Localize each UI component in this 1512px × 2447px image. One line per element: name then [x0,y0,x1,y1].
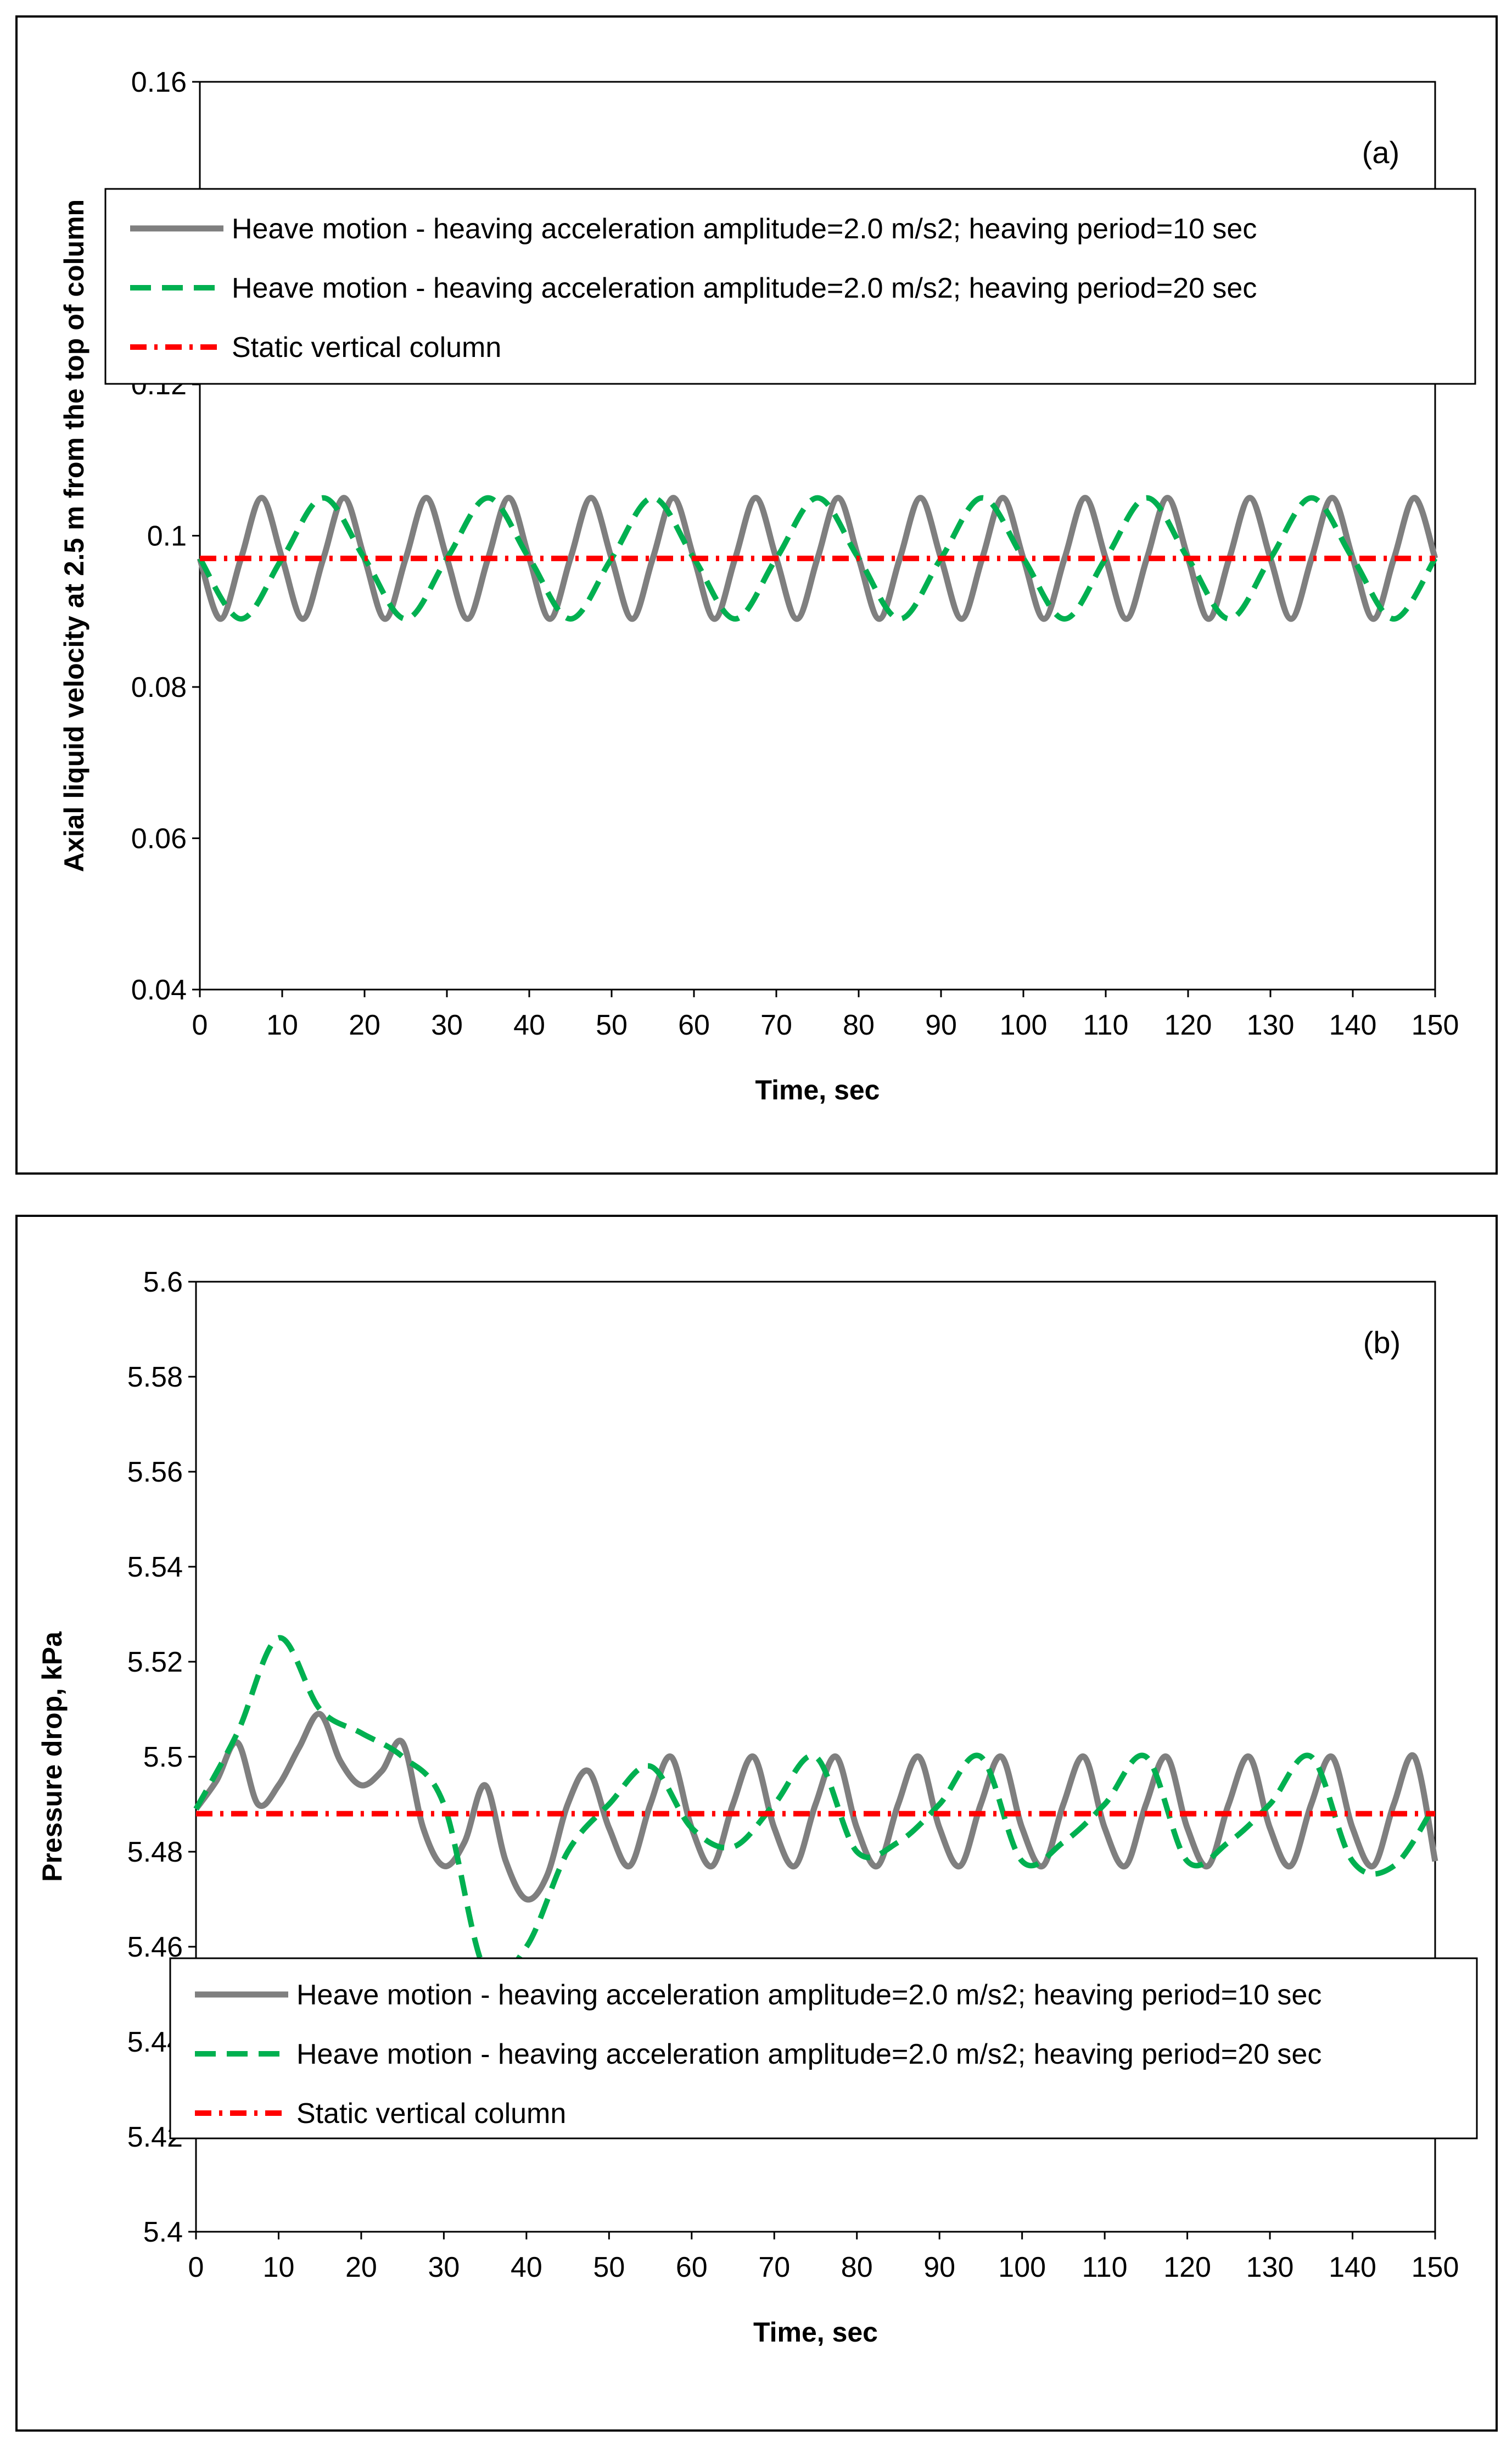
chart-b-y-tick-label: 5.5 [143,1741,183,1773]
chart-a-y-tick-label: 0.06 [131,823,187,855]
chart-a-x-tick-label: 50 [596,1009,628,1041]
chart-b-y-tick-label: 5.6 [143,1266,183,1298]
chart-b-x-tick-label: 90 [923,2252,955,2283]
chart-a-x-tick-label: 90 [925,1009,957,1041]
chart-b-legend-label-3: Static vertical column [296,2098,566,2130]
chart-b-x-tick-label: 30 [428,2252,460,2283]
chart-b-legend-label-2: Heave motion - heaving acceleration ampl… [296,2038,1321,2070]
chart-a-legend-box [104,188,1476,385]
chart-b-x-tick-label: 110 [1082,2252,1128,2283]
chart-b-x-tick-label: 50 [593,2252,625,2283]
chart-b-y-tick-label: 5.48 [127,1836,183,1868]
chart-b-y-axis-title: Pressure drop, kPa [37,1631,68,1882]
chart-b-x-tick-label: 100 [998,2252,1046,2283]
chart-b-x-tick-label: 0 [188,2252,204,2283]
chart-b-x-tick-label: 130 [1246,2252,1294,2283]
chart-a-x-tick-label: 30 [431,1009,463,1041]
chart-panel-a: 0.040.060.080.10.120.140.160102030405060… [15,15,1498,1175]
chart-b-x-tick-label: 140 [1329,2252,1376,2283]
chart-b-x-axis-title: Time, sec [753,2317,878,2348]
chart-b-y-tick-label: 5.58 [127,1361,183,1393]
chart-a-x-tick-label: 80 [843,1009,875,1041]
chart-b-x-tick-label: 120 [1163,2252,1211,2283]
chart-b-x-tick-label: 20 [345,2252,377,2283]
chart-b-legend-box [169,1957,1478,2139]
chart-a-y-tick-label: 0.04 [131,974,187,1006]
chart-b-legend-label-1: Heave motion - heaving acceleration ampl… [296,1979,1321,2011]
chart-a-legend-label-3: Static vertical column [232,332,501,364]
chart-a-x-tick-label: 20 [349,1009,380,1041]
chart-b-svg: 5.45.425.445.465.485.55.525.545.565.585.… [37,1266,1478,2348]
chart-a-y-tick-label: 0.08 [131,672,187,703]
chart-b-series-2-line [193,1635,1438,1982]
chart-b-y-tick-label: 5.56 [127,1456,183,1488]
chart-a-y-axis-title: Axial liquid velocity at 2.5 m from the … [59,199,89,872]
chart-a-x-tick-label: 70 [760,1009,792,1041]
chart-b-y-tick-label: 5.54 [127,1551,183,1583]
chart-a-x-tick-label: 140 [1329,1009,1377,1041]
chart-b-series-1-line [193,1711,1438,1903]
chart-b-y-tick-label: 5.52 [127,1646,183,1678]
chart-b-panel-label: (b) [1363,1325,1401,1360]
chart-a-x-tick-label: 60 [678,1009,710,1041]
chart-a-panel-label: (a) [1362,135,1399,170]
chart-a-y-tick-label: 0.16 [131,66,187,98]
chart-a-svg: 0.040.060.080.10.120.140.160102030405060… [59,66,1476,1105]
chart-a-legend-label-2: Heave motion - heaving acceleration ampl… [232,272,1257,304]
chart-a-x-axis-title: Time, sec [755,1075,880,1105]
chart-b-y-tick-label: 5.4 [143,2216,183,2248]
chart-b-x-tick-label: 70 [758,2252,790,2283]
chart-a-series-2-line [197,495,1438,622]
chart-a-legend-label-1: Heave motion - heaving acceleration ampl… [232,213,1257,245]
chart-b-x-tick-label: 10 [263,2252,295,2283]
chart-a-x-tick-label: 40 [513,1009,545,1041]
chart-a-x-tick-label: 130 [1247,1009,1295,1041]
chart-b-x-tick-label: 150 [1412,2252,1459,2283]
chart-b-x-tick-label: 40 [511,2252,542,2283]
chart-a-y-tick-label: 0.1 [147,521,187,552]
chart-a-x-tick-label: 100 [1000,1009,1048,1041]
chart-a-x-tick-label: 150 [1412,1009,1459,1041]
chart-a-x-tick-label: 110 [1083,1009,1129,1041]
chart-panel-b: 5.4 5.42 5.44 5.46 5.48 5.5 5.52 5.54 5.56 5.58 5.… [15,1215,1498,2432]
chart-b-x-tick-label: 80 [841,2252,873,2283]
chart-b-x-tick-label: 60 [676,2252,708,2283]
chart-a-x-tick-label: 10 [266,1009,298,1041]
chart-a-x-tick-label: 120 [1164,1009,1212,1041]
chart-a-x-tick-label: 0 [192,1009,208,1041]
